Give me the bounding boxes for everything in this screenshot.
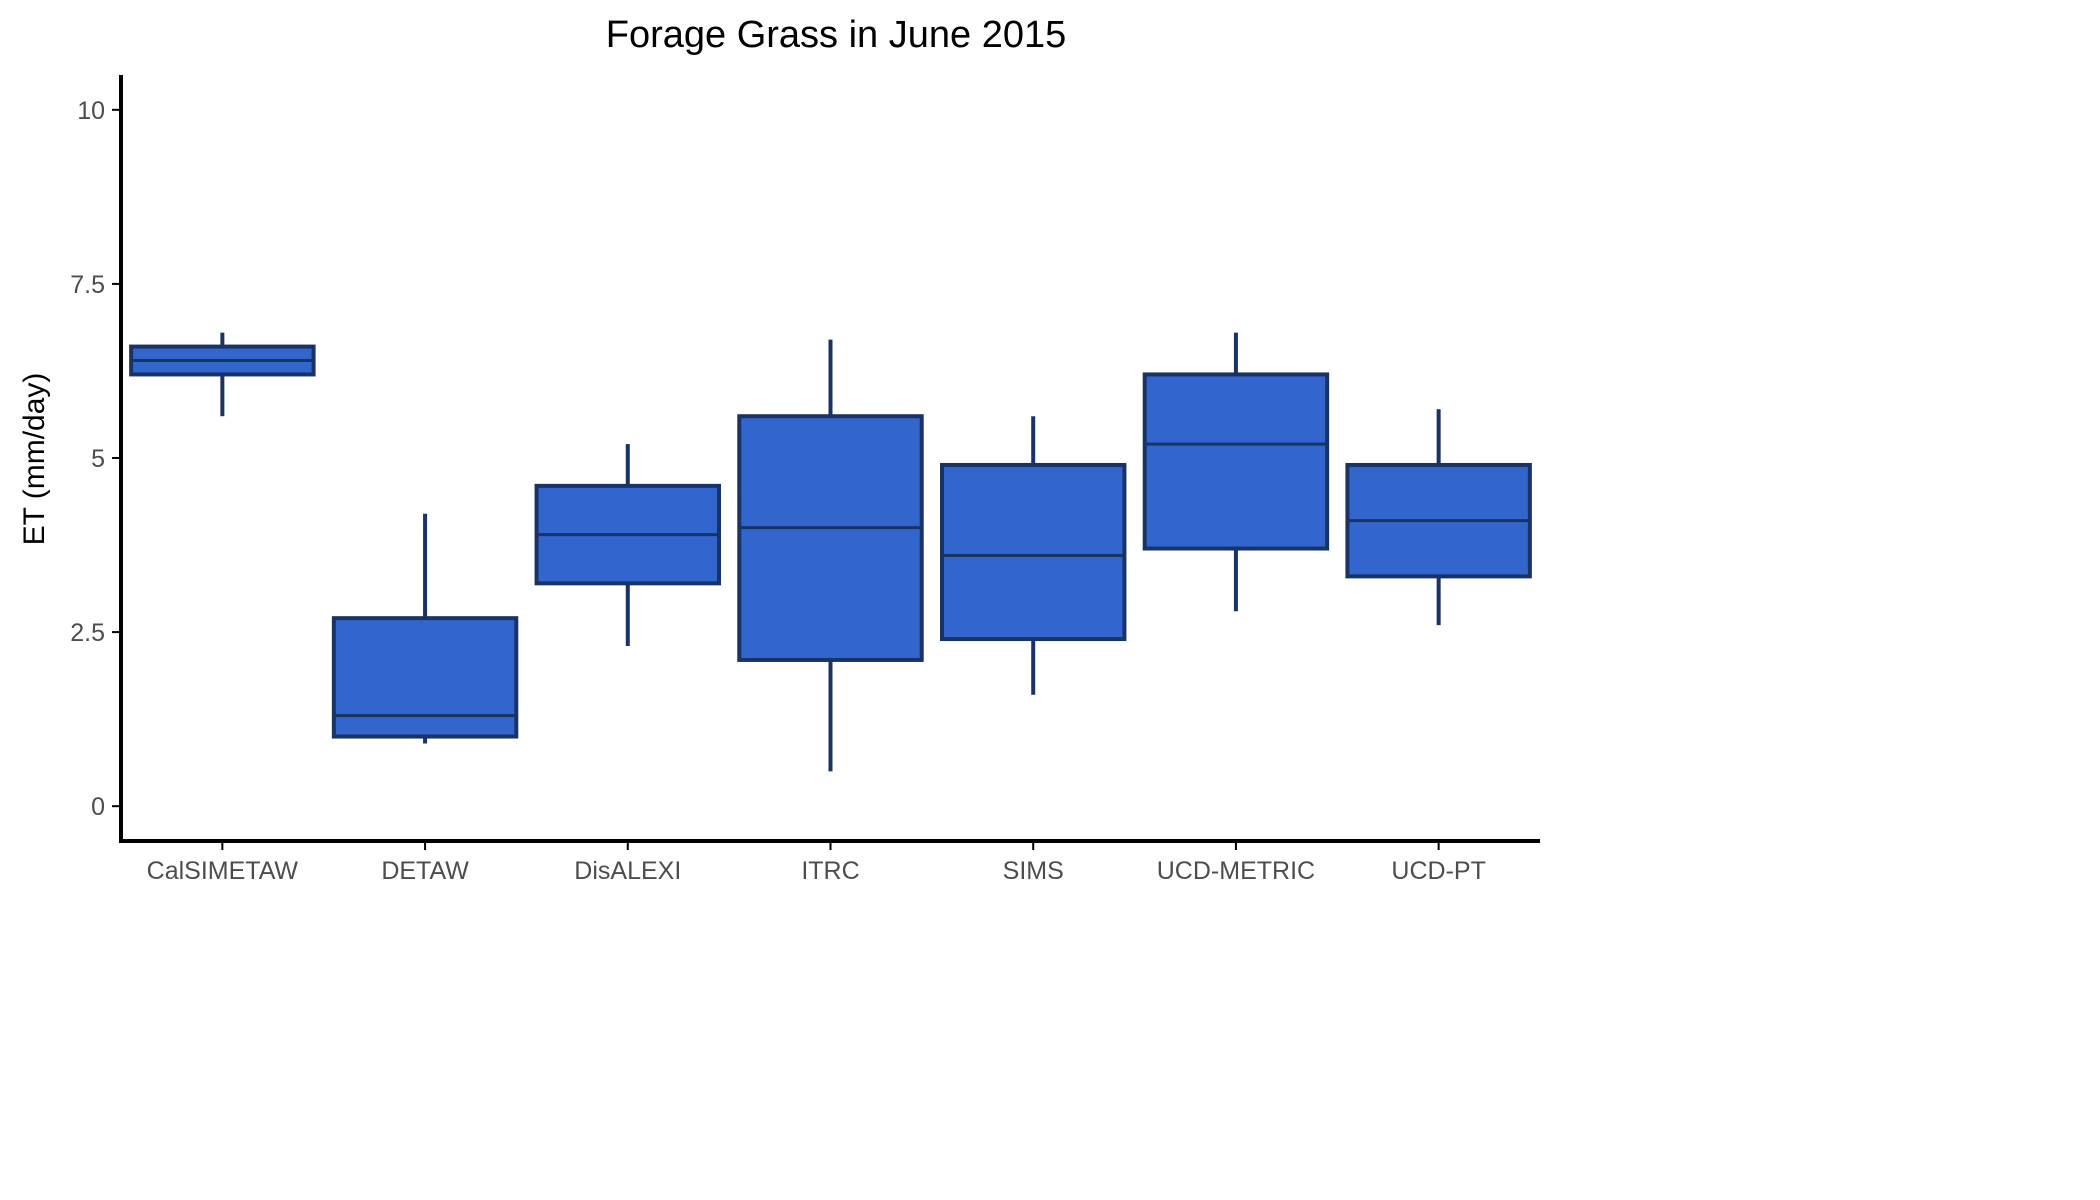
y-tick-label: 5 [91,445,105,473]
box-iqr [737,414,924,662]
box-ucd-pt [1345,409,1532,626]
y-tick-label: 2.5 [70,619,105,647]
boxplot-chart: Forage Grass in June 2015 ET (mm/day) 0 2… [18,14,1540,885]
x-ticks-layer: CalSIMETAW DETAW DisALEXI ITRC SIMS UCD-METRI… [147,841,1486,885]
box-sims [939,416,1127,695]
box-itrc [737,339,924,772]
x-tick-label: DETAW [381,857,469,885]
box-iqr [939,462,1127,642]
x-tick-label: UCD-PT [1391,857,1485,885]
x-tick-label: ITRC [801,857,859,885]
y-tick-label: 7.5 [70,271,105,299]
box-disalexi [534,444,722,647]
box-iqr [331,616,519,739]
box-ucd-metric [1142,332,1330,612]
x-tick-label: UCD-METRIC [1157,857,1315,885]
y-ticks-layer: 0 2.5 5 7.5 10 [70,97,121,821]
x-tick-label: SIMS [1003,857,1064,885]
box-calsimetaw [129,332,316,417]
x-tick-label: DisALEXI [574,857,681,885]
box-iqr [1142,372,1330,551]
y-tick-label: 0 [91,793,105,821]
y-axis-title: ET (mm/day) [18,373,51,546]
boxes-layer [129,332,1532,772]
chart-title: Forage Grass in June 2015 [606,14,1067,56]
x-tick-label: CalSIMETAW [147,857,299,885]
box-detaw [331,513,519,744]
y-tick-label: 10 [77,97,105,125]
